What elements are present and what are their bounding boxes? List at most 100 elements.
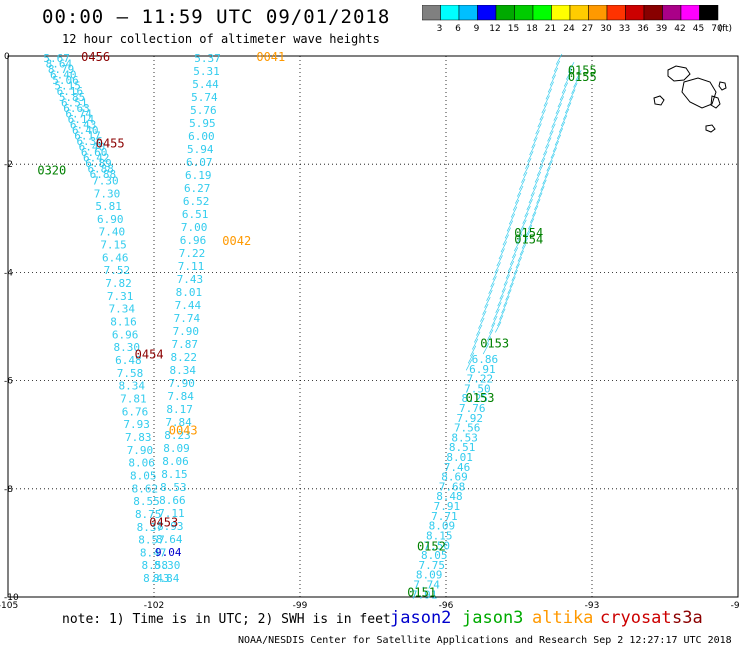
island-outline — [667, 65, 691, 82]
swh-value: 6.74 — [65, 107, 92, 120]
swh-value: 6.89 — [85, 157, 112, 170]
swh-value: 5.95 — [189, 117, 216, 130]
swh-dense-mark: –– — [546, 144, 562, 161]
swh-value: 8.43 — [143, 572, 170, 585]
swh-dense-mark: –– — [505, 210, 521, 227]
swh-value: 7.46 — [444, 461, 471, 474]
swh-dense-mark: –– — [544, 151, 560, 168]
longitude-tick-label: -93 — [585, 601, 600, 610]
swh-dense-mark: –– — [564, 59, 580, 76]
pass-label: 0320 — [37, 164, 66, 178]
swh-dense-mark: –– — [514, 223, 530, 240]
swh-dense-mark: –– — [513, 183, 529, 200]
swh-value: 7.52 — [104, 264, 131, 277]
swh-value: 7.50 — [424, 539, 451, 552]
swh-dense-mark: –– — [506, 251, 522, 268]
swh-value: 7.31 — [107, 290, 134, 303]
swh-value: 8.84 — [153, 572, 180, 585]
longitude-tick-label: -102 — [144, 601, 164, 610]
swh-value: 6.17 — [74, 129, 101, 142]
colorbar-tick-label: 36 — [637, 24, 649, 34]
swh-dense-mark: –– — [476, 308, 492, 325]
axis-labels: -105 -102 -99 -96 -93 -90 0 -2 -4 -6 -8 -10 — [0, 52, 740, 610]
swh-dense-mark: –– — [543, 78, 559, 95]
swh-dense-mark: –– — [561, 99, 577, 116]
swh-dense-mark: –– — [518, 235, 534, 252]
colorbar-tick-label: 6 — [455, 24, 461, 34]
swh-dense-mark: –– — [470, 329, 486, 346]
swh-value: 7.74 — [174, 312, 201, 325]
swh-dense-mark: –– — [550, 131, 566, 148]
swh-dense-mark: –– — [541, 85, 557, 102]
swh-dense-mark: –– — [499, 293, 515, 310]
swh-value: 5.15 — [54, 80, 81, 93]
swh-value: 6.14 — [68, 113, 95, 126]
swh-dense-mark: –– — [551, 100, 567, 117]
latitude-tick-label: 0 — [4, 52, 10, 62]
swh-dense-mark: –– — [535, 155, 551, 172]
swh-dense-mark: –– — [484, 280, 500, 297]
swh-value: 7.30 — [94, 187, 121, 200]
swh-dense-mark: –– — [547, 114, 563, 131]
pass-label: 0155 — [568, 70, 597, 84]
longitude-tick-label: -105 — [0, 601, 18, 610]
colorbar-tick-label: 12 — [489, 24, 500, 34]
pass-label: 0454 — [135, 348, 164, 362]
swh-dense-mark: –– — [522, 196, 538, 213]
pass-label: 0043 — [169, 423, 198, 437]
swh-dense-mark: –– — [472, 322, 488, 339]
legend-entry-jason2: jason2 — [390, 608, 452, 628]
swh-value: 8.09 — [163, 442, 190, 455]
latitude-tick-label: -8 — [4, 485, 13, 495]
pass-label: 0155 — [568, 64, 597, 78]
swh-dense-mark: –– — [539, 141, 555, 158]
latitude-tick-label: -10 — [4, 593, 19, 603]
colorbar-tick-label: 15 — [508, 24, 519, 34]
swh-value: 9.04 — [155, 546, 182, 559]
colorbar-unit: (ft) — [718, 24, 732, 34]
swh-value: 8.15 — [426, 529, 453, 542]
swh-value: 8.64 — [156, 533, 183, 546]
colorbar-tick-label: 45 — [693, 24, 704, 34]
swh-dense-mark: –– — [567, 80, 583, 97]
pass-label: 0152 — [417, 540, 446, 554]
pass-label: 0041 — [256, 50, 285, 64]
swh-dense-mark: –– — [527, 134, 543, 151]
swh-value: 7.44 — [175, 299, 202, 312]
swh-value: 7.83 — [125, 431, 152, 444]
swh-value: 8.30 — [114, 341, 141, 354]
swh-value: 6.52 — [183, 195, 210, 208]
pass-label: 0153 — [466, 391, 495, 405]
swh-dense-mark: –– — [507, 267, 523, 284]
swh-dense-mark: –– — [497, 278, 513, 295]
swh-value: 7.84 — [165, 416, 192, 429]
swh-dense-mark: –– — [555, 118, 571, 135]
swh-value: 8.06 — [128, 457, 155, 470]
longitude-tick-label: -96 — [439, 601, 454, 610]
swh-dense-mark: –– — [545, 71, 561, 88]
swh-dense-mark: –– — [525, 141, 541, 158]
pass-label: 0154 — [514, 226, 543, 240]
swh-dense-mark: –– — [531, 120, 547, 137]
swh-value: 6.48 — [115, 354, 142, 367]
swh-dense-mark: –– — [501, 286, 517, 303]
plot-frame — [7, 55, 739, 598]
swh-value: 7.68 — [439, 480, 466, 493]
swh-dense-mark: –– — [565, 86, 581, 103]
swh-value: 6.19 — [185, 169, 212, 182]
colorbar-tick-label: 27 — [582, 24, 593, 34]
swh-dense-mark: –– — [485, 319, 501, 336]
swh-dense-mark: –– — [533, 113, 549, 130]
swh-dense-mark: –– — [495, 306, 511, 323]
swh-value: 5.81 — [95, 200, 122, 213]
swh-dense-mark: –– — [510, 237, 526, 254]
island-outline — [705, 124, 716, 133]
island-outline — [653, 95, 665, 106]
swh-value: 8.15 — [161, 468, 188, 481]
swh-value: 7.56 — [454, 422, 481, 435]
swh-dense-mark: –– — [499, 271, 515, 288]
swh-value: 8.09 — [429, 520, 456, 533]
swh-value: 8.17 — [166, 403, 193, 416]
swh-value: 7.92 — [456, 412, 483, 425]
swh-value: 6.63 — [63, 102, 90, 115]
